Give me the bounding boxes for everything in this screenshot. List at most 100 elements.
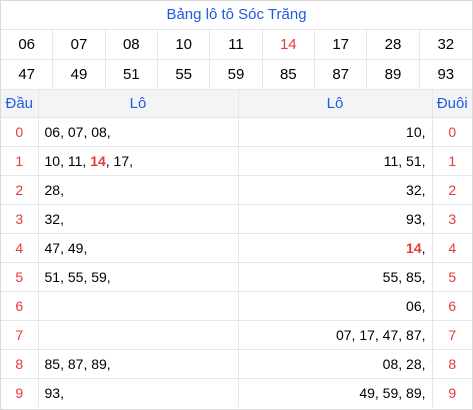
lo-number: 87 [406,327,422,343]
lo-right-cell: 11, 51, [238,146,433,176]
lo-number: 17 [359,327,375,343]
lo-number: 32 [406,182,422,198]
duoi-digit: 3 [432,204,472,234]
table-header-row: Đầu Lô Lô Đuôi [1,90,472,118]
lo-number: 89 [406,385,422,401]
table-row: 7 07, 17, 47, 87, 7 [1,320,472,350]
lo-left-cell: 06, 07, 08, [38,117,239,147]
dau-duoi-table: Đầu Lô Lô Đuôi 0 06, 07, 08, 10, 0 1 10, 11, … [1,90,472,407]
lo-number: 07 [67,124,84,140]
result-number: 17 [314,30,368,60]
lo-left-cell: 47, 49, [38,233,239,263]
lo-left-cell [38,291,239,321]
lo-number: 14 [90,153,106,169]
result-number: 10 [157,30,211,60]
lo-number: 49 [359,385,375,401]
lo-number: 06 [406,298,422,314]
lo-right-cell: 10, [238,117,433,147]
lo-number: 11 [383,153,399,169]
result-number: 32 [419,30,472,60]
results-grid: 06 07 08 10 11 14 17 28 32 47 49 51 55 59 85 87 89 93 [1,30,472,90]
lo-right-cell: 07, 17, 47, 87, [238,320,433,350]
result-number: 89 [367,60,420,90]
lo-number: 55 [382,269,399,285]
lo-number: 08 [91,124,107,140]
table-row: 9 93, 49, 59, 89, 9 [1,378,472,407]
table-row: 3 32, 93, 3 [1,204,472,234]
result-number: 51 [105,60,158,90]
result-number: 14 [262,30,315,60]
header-lo-right: Lô [238,90,433,118]
lo-right-cell: 14, [238,233,433,263]
result-number: 59 [210,60,263,90]
dau-digit: 4 [1,233,39,263]
lo-number: 87 [67,356,84,372]
duoi-digit: 2 [432,175,472,205]
dau-digit: 6 [1,291,39,321]
lo-number: 59 [382,385,399,401]
lo-number: 10 [44,153,61,169]
duoi-digit: 4 [432,233,472,263]
result-number: 07 [53,30,106,60]
lo-number: 51 [406,153,422,169]
lo-number: 55 [67,269,84,285]
result-number: 47 [1,60,54,90]
lo-number: 28 [44,182,61,198]
lo-number: 49 [67,240,84,256]
dau-digit: 9 [1,378,39,407]
lo-right-cell: 32, [238,175,433,205]
dau-digit: 8 [1,349,39,379]
lo-right-cell: 49, 59, 89, [238,378,433,407]
table-row: 0 06, 07, 08, 10, 0 [1,117,472,147]
result-number: 06 [1,30,54,60]
lo-right-cell: 08, 28, [238,349,433,379]
lo-number: 08 [382,356,399,372]
lo-number: 85 [44,356,61,372]
lo-number: 07 [335,327,352,343]
lo-number: 28 [406,356,422,372]
result-number: 28 [367,30,420,60]
lo-number: 89 [91,356,107,372]
table-row: 8 85, 87, 89, 08, 28, 8 [1,349,472,379]
lo-left-cell: 28, [38,175,239,205]
result-number: 85 [262,60,315,90]
lo-right-cell: 93, [238,204,433,234]
header-duoi: Đuôi [432,90,472,118]
duoi-digit: 0 [432,117,472,147]
header-dau: Đầu [1,90,39,118]
lo-number: 93 [44,385,61,401]
lo-right-cell: 06, [238,291,433,321]
result-number: 08 [105,30,158,60]
lo-number: 93 [406,211,422,227]
lo-number: 14 [406,240,422,256]
dau-digit: 7 [1,320,39,350]
lo-number: 47 [382,327,399,343]
duoi-digit: 6 [432,291,472,321]
header-lo-left: Lô [38,90,239,118]
dau-digit: 5 [1,262,39,292]
result-number: 93 [419,60,472,90]
table-row: 6 06, 6 [1,291,472,321]
duoi-digit: 1 [432,146,472,176]
lo-number: 47 [44,240,61,256]
result-number: 11 [210,30,263,60]
result-number: 49 [53,60,106,90]
lo-left-cell: 93, [38,378,239,407]
dau-digit: 2 [1,175,39,205]
duoi-digit: 8 [432,349,472,379]
lo-right-cell: 55, 85, [238,262,433,292]
lo-left-cell: 51, 55, 59, [38,262,239,292]
duoi-digit: 9 [448,385,457,401]
lo-left-cell: 10, 11, 14, 17, [38,146,239,176]
lo-left-cell: 32, [38,204,239,234]
lo-number: 85 [406,269,422,285]
board-title: Bảng lô tô Sóc Trăng [1,1,472,30]
table-row: 2 28, 32, 2 [1,175,472,205]
lo-number: 17 [113,153,130,169]
lo-number: 11 [67,153,83,169]
dau-digit: 1 [1,146,39,176]
dau-digit: 3 [1,204,39,234]
duoi-digit: 5 [432,262,472,292]
lo-number: 06 [44,124,61,140]
